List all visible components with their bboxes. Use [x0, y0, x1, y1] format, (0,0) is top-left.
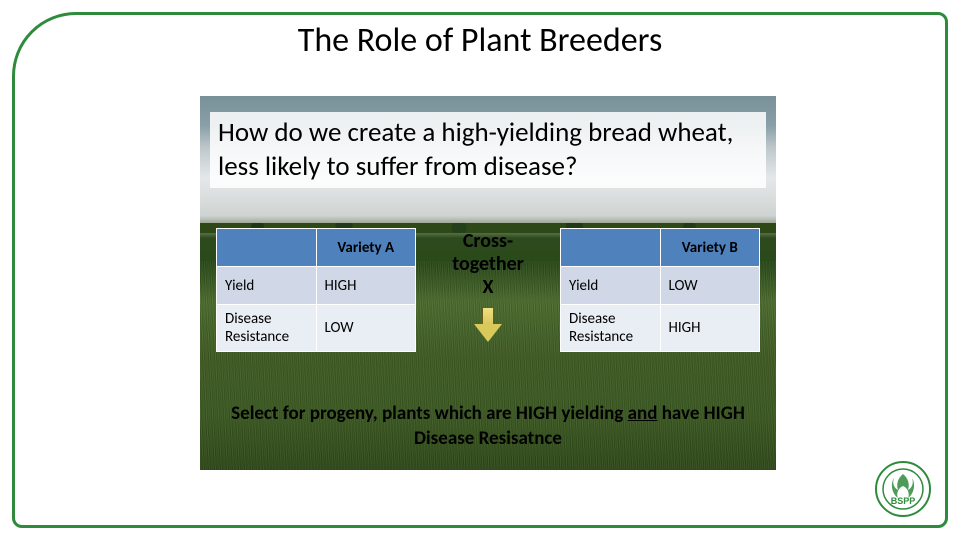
- table-row: Disease Resistance HIGH: [561, 305, 760, 352]
- table-row: Yield HIGH: [217, 267, 416, 305]
- slide: The Role of Plant Breeders How do we cre…: [0, 0, 960, 540]
- tables-row: Variety A Yield HIGH Disease Resistance …: [216, 228, 760, 352]
- row-label: Disease Resistance: [217, 305, 317, 352]
- table-header-variety-a: Variety A: [316, 229, 416, 267]
- conclusion-underlined: and: [628, 402, 658, 425]
- table-header-variety-b: Variety B: [660, 229, 760, 267]
- cross-line2: together: [428, 253, 548, 276]
- table-header-blank: [217, 229, 317, 267]
- bspp-logo-icon: BSPP: [874, 460, 932, 518]
- variety-a-table: Variety A Yield HIGH Disease Resistance …: [216, 228, 416, 352]
- table-header-blank: [561, 229, 661, 267]
- down-arrow-icon: [474, 307, 502, 343]
- question-text: How do we create a high-yielding bread w…: [210, 112, 766, 188]
- slide-title: The Role of Plant Breeders: [0, 20, 960, 61]
- row-value: HIGH: [660, 305, 760, 352]
- cross-together-label: Cross- together X: [428, 228, 548, 343]
- conclusion-part1: Select for progeny, plants which are HIG…: [231, 402, 627, 425]
- cross-line3: X: [428, 276, 548, 299]
- table-row: Yield LOW: [561, 267, 760, 305]
- row-value: LOW: [316, 305, 416, 352]
- conclusion-text: Select for progeny, plants which are HIG…: [210, 402, 766, 451]
- row-label: Yield: [217, 267, 317, 305]
- row-value: LOW: [660, 267, 760, 305]
- variety-b-table: Variety B Yield LOW Disease Resistance H…: [560, 228, 760, 352]
- table-row: Disease Resistance LOW: [217, 305, 416, 352]
- row-label: Yield: [561, 267, 661, 305]
- logo-text: BSPP: [891, 496, 916, 506]
- row-label: Disease Resistance: [561, 305, 661, 352]
- cross-line1: Cross-: [428, 230, 548, 253]
- row-value: HIGH: [316, 267, 416, 305]
